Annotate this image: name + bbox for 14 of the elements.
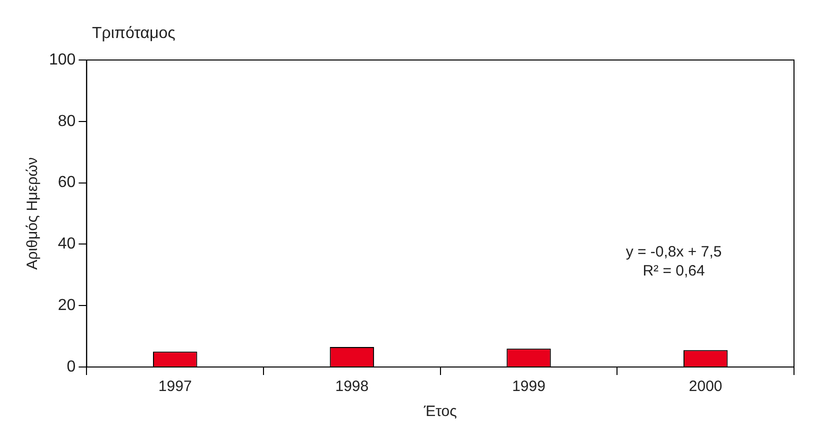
y-tick-label: 0 (66, 358, 76, 376)
x-axis-title: Έτος (422, 403, 457, 420)
y-tick-label: 40 (58, 236, 76, 253)
y-axis-title: Αριθμός Ημερών (24, 157, 42, 270)
y-tick-label: 60 (58, 174, 76, 192)
y-tick-label: 20 (58, 297, 76, 314)
y-tick-label: 100 (48, 51, 76, 68)
annotation: y = -0,8x + 7,5 R² = 0,64 (626, 243, 722, 280)
chart-title: Τριπόταμος (92, 25, 176, 42)
x-tick-label: 1998 (335, 378, 369, 396)
x-tick-label: 1999 (512, 378, 546, 396)
y-tick-label: 80 (58, 112, 76, 130)
x-tick-label: 2000 (688, 378, 722, 396)
x-tick-label: 1997 (158, 378, 192, 396)
